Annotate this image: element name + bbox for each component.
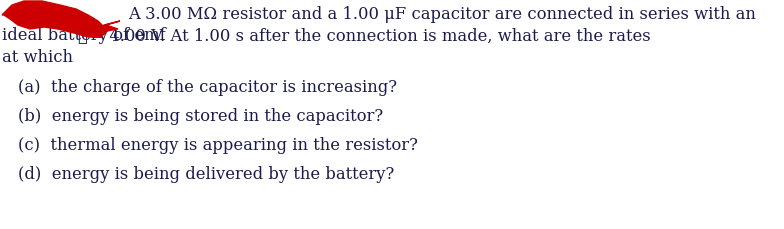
Text: (a)  the charge of the capacitor is increasing?: (a) the charge of the capacitor is incre… [18,79,397,96]
Text: (d)  energy is being delivered by the battery?: (d) energy is being delivered by the bat… [18,165,394,182]
Text: (b)  energy is being stored in the capacitor?: (b) energy is being stored in the capaci… [18,108,383,125]
Text: ideal battery of emf: ideal battery of emf [2,27,171,44]
Text: ℰ: ℰ [78,27,87,44]
Text: (c)  thermal energy is appearing in the resistor?: (c) thermal energy is appearing in the r… [18,136,418,153]
Polygon shape [96,22,120,34]
Text: = 4.00 V. At 1.00 s after the connection is made, what are the rates: = 4.00 V. At 1.00 s after the connection… [85,27,651,44]
Text: at which: at which [2,49,73,66]
Text: A 3.00 MΩ resistor and a 1.00 μF capacitor are connected in series with an: A 3.00 MΩ resistor and a 1.00 μF capacit… [128,6,756,23]
Polygon shape [2,2,106,38]
